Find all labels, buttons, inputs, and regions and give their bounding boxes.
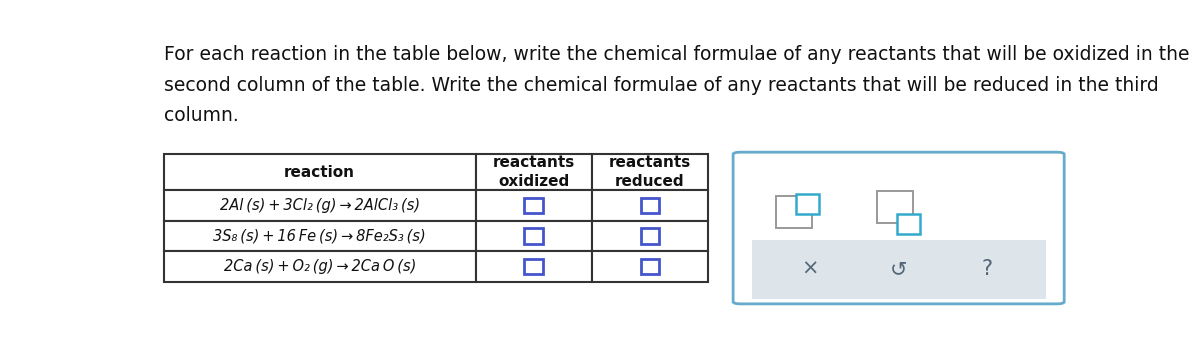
Bar — [524, 228, 542, 244]
Bar — [475, 154, 592, 190]
Bar — [164, 251, 475, 282]
Text: 2Ca (​s​) + O₂ (​g​) → 2Ca O (​s​): 2Ca (​s​) + O₂ (​g​) → 2Ca O (​s​) — [223, 259, 416, 274]
Bar — [641, 228, 659, 244]
Bar — [164, 190, 475, 221]
Text: ?: ? — [982, 259, 992, 279]
Bar — [164, 154, 475, 190]
Text: 2Al (​s​) + 3Cl₂ (​g​) → 2AlCl₃ (​s​): 2Al (​s​) + 3Cl₂ (​g​) → 2AlCl₃ (​s​) — [220, 198, 420, 213]
Text: 3S₈ (​s​) + 16 Fe (​s​) → 8Fe₂S₃ (​s​): 3S₈ (​s​) + 16 Fe (​s​) → 8Fe₂S₃ (​s​) — [214, 228, 426, 244]
Bar — [776, 196, 811, 228]
Text: second column of the table. Write the chemical formulae of any reactants that wi: second column of the table. Write the ch… — [164, 76, 1159, 95]
Bar — [641, 198, 659, 213]
Text: column.: column. — [164, 107, 239, 126]
Bar — [592, 251, 708, 282]
Bar — [751, 239, 1045, 298]
Bar — [592, 221, 708, 251]
Text: ×: × — [802, 259, 818, 279]
Bar — [896, 214, 920, 234]
Bar — [877, 191, 913, 223]
Bar — [475, 221, 592, 251]
FancyBboxPatch shape — [733, 152, 1064, 304]
Bar — [524, 259, 542, 274]
Bar — [475, 190, 592, 221]
Text: reactants
oxidized: reactants oxidized — [492, 155, 575, 189]
Bar — [641, 259, 659, 274]
Bar — [592, 154, 708, 190]
Text: reactants
reduced: reactants reduced — [608, 155, 691, 189]
Text: For each reaction in the table below, write the chemical formulae of any reactan: For each reaction in the table below, wr… — [164, 46, 1189, 65]
Text: reaction: reaction — [284, 165, 355, 180]
Bar — [796, 194, 818, 214]
Bar — [524, 198, 542, 213]
Bar — [475, 251, 592, 282]
Bar — [592, 190, 708, 221]
Bar — [164, 221, 475, 251]
Text: ↺: ↺ — [890, 259, 907, 279]
